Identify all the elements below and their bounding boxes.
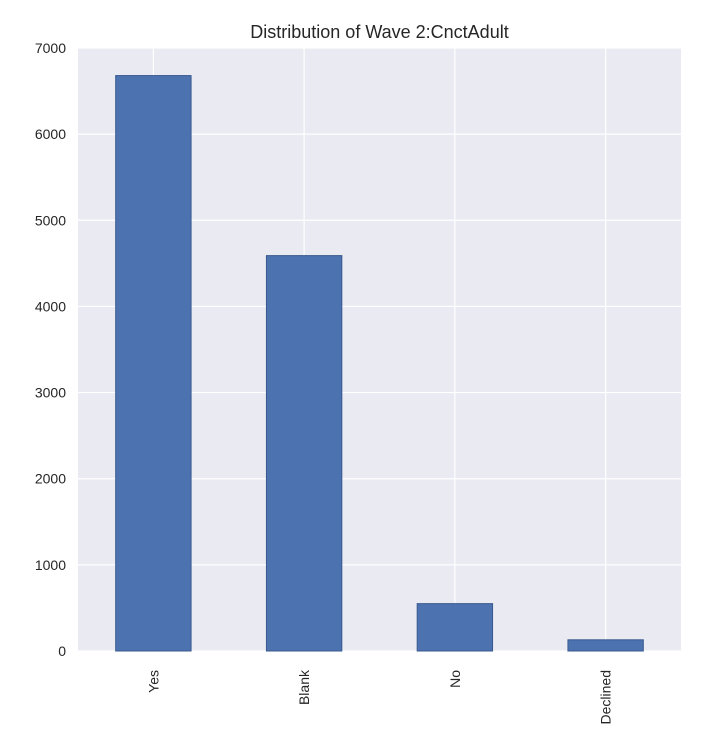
x-axis-ticks: Yes Blank No Declined [145,669,613,724]
y-tick-label: 6000 [35,126,66,142]
bars [115,75,644,652]
x-tick-label: No [447,670,463,688]
x-tick-label: Blank [296,669,312,705]
y-tick-label: 1000 [35,557,66,573]
bar-yes [115,75,192,652]
y-tick-label: 4000 [35,298,66,314]
bar-no [416,603,494,652]
y-tick-label: 0 [58,643,66,659]
y-tick-label: 2000 [35,471,66,487]
y-tick-label: 3000 [35,385,66,401]
bar-declined [567,639,644,652]
y-tick-label: 7000 [35,40,66,56]
chart-title: Distribution of Wave 2:CnctAdult [250,22,508,42]
x-tick-label: Declined [598,670,614,724]
y-axis-ticks: 0 1000 2000 3000 4000 5000 6000 7000 [35,40,66,659]
y-tick-label: 5000 [35,212,66,228]
x-tick-label: Yes [145,670,161,693]
bar-blank [265,255,343,652]
